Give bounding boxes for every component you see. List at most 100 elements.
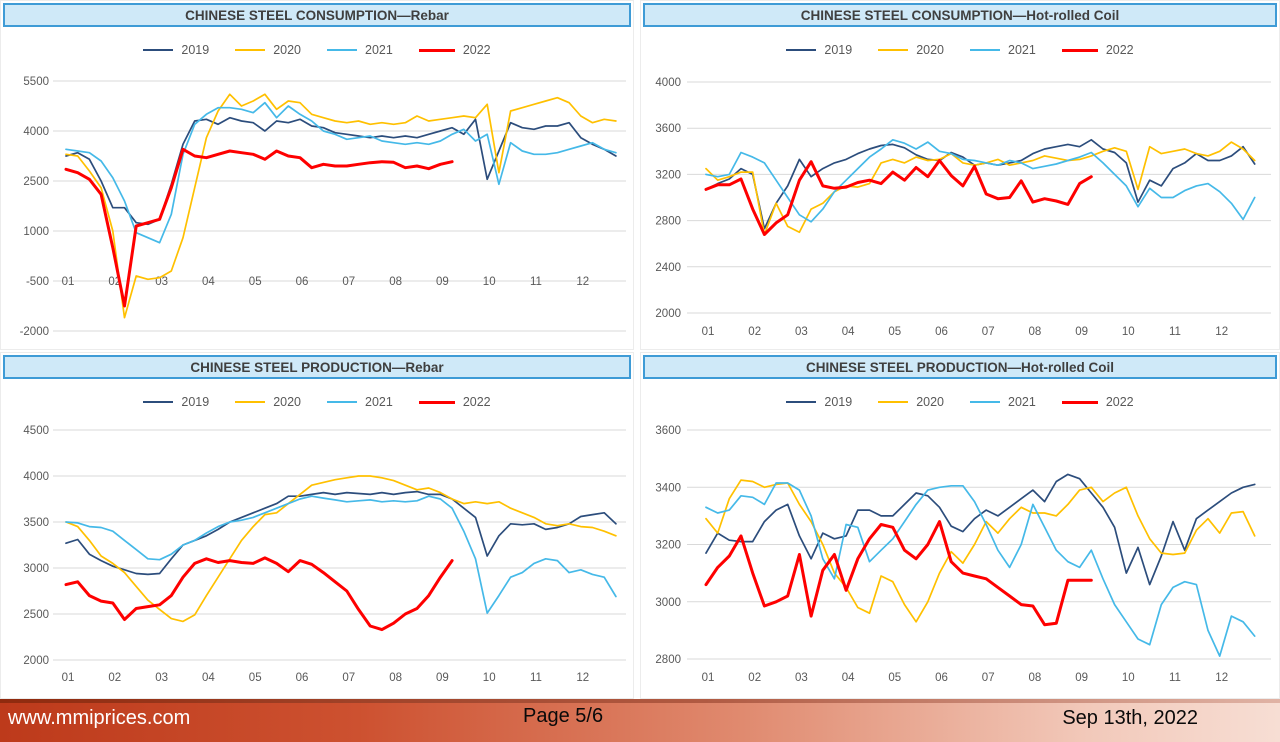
chart-legend: 2019 2020 2021 2022	[1, 393, 633, 411]
x-axis-tick-label: 10	[1122, 672, 1135, 684]
legend-label: 2020	[916, 395, 944, 409]
x-axis-tick-label: 07	[982, 672, 995, 684]
legend-label: 2020	[273, 395, 301, 409]
legend-item-2019: 2019	[143, 43, 209, 57]
footer-website-link[interactable]: www.mmiprices.com	[8, 707, 191, 729]
x-axis-tick-label: 07	[982, 326, 995, 338]
x-axis-tick-label: 09	[1075, 326, 1088, 338]
y-axis-tick-label: 3000	[655, 597, 681, 609]
x-axis-tick-label: 11	[1169, 326, 1181, 338]
legend-label: 2021	[1008, 395, 1036, 409]
legend-item-2022: 2022	[418, 395, 491, 409]
series-line-2022	[704, 520, 1093, 627]
legend-label: 2020	[273, 43, 301, 57]
x-axis-tick-label: 06	[296, 672, 309, 684]
legend-label: 2022	[1105, 43, 1134, 57]
y-axis-tick-label: 3000	[23, 563, 49, 575]
chart-title: CHINESE STEEL CONSUMPTION—Hot-rolled Coi…	[643, 3, 1277, 27]
legend-swatch	[878, 401, 909, 403]
x-axis-tick-label: 07	[342, 672, 355, 684]
series-line-2020	[705, 479, 1256, 623]
chart-panel-consumption-hrc: CHINESE STEEL CONSUMPTION—Hot-rolled Coi…	[640, 0, 1280, 350]
chart-panel-production-rebar: CHINESE STEEL PRODUCTION—Rebar 2019 2020 2…	[0, 352, 634, 699]
y-axis-tick-label: 2800	[655, 654, 681, 666]
x-axis-tick-label: 09	[1075, 672, 1088, 684]
legend-item-2019: 2019	[786, 395, 852, 409]
series-line-2022	[64, 556, 454, 632]
x-axis-tick-label: 12	[1215, 672, 1228, 684]
x-axis-tick-label: 04	[202, 276, 215, 288]
legend-swatch	[970, 401, 1000, 403]
legend-swatch	[327, 401, 357, 403]
series-line-2021	[705, 482, 1256, 657]
x-axis-tick-label: 04	[842, 672, 855, 684]
legend-item-2019: 2019	[143, 395, 209, 409]
legend-item-2021: 2021	[970, 43, 1036, 57]
footer-page-number: Page 5/6	[523, 705, 604, 727]
y-axis-tick-label: 5500	[23, 76, 49, 88]
legend-item-2020: 2020	[235, 43, 301, 57]
x-axis-tick-label: 04	[202, 672, 215, 684]
y-axis-tick-label: 2000	[655, 308, 681, 320]
x-axis-tick-label: 08	[1029, 326, 1042, 338]
x-axis-tick-label: 08	[389, 276, 402, 288]
legend-label: 2019	[824, 395, 853, 409]
chart-title: CHINESE STEEL PRODUCTION—Rebar	[3, 355, 631, 379]
y-axis-tick-label: -2000	[20, 326, 49, 338]
legend-label: 2019	[824, 43, 853, 57]
series-line-2019	[705, 473, 1256, 586]
legend-swatch	[418, 400, 455, 404]
legend-swatch	[143, 401, 174, 403]
y-axis-tick-label: 2500	[23, 176, 49, 188]
x-axis-tick-label: 12	[576, 672, 589, 684]
chart-title: CHINESE STEEL PRODUCTION—Hot-rolled Coil	[643, 355, 1277, 379]
legend-swatch	[786, 401, 817, 403]
x-axis-tick-label: 08	[1029, 672, 1042, 684]
x-axis-tick-label: 03	[795, 672, 808, 684]
x-axis-tick-label: 01	[62, 276, 75, 288]
legend-label: 2021	[365, 43, 393, 57]
x-axis-tick-label: 02	[108, 672, 121, 684]
x-axis-tick-label: 06	[935, 326, 948, 338]
chart-panel-consumption-rebar: CHINESE STEEL CONSUMPTION—Rebar 2019 2020…	[0, 0, 634, 350]
x-axis-tick-label: 07	[342, 276, 355, 288]
x-axis-tick-label: 03	[155, 672, 168, 684]
x-axis-tick-label: 06	[296, 276, 309, 288]
y-axis-tick-label: 4000	[23, 471, 49, 483]
legend-label: 2022	[462, 395, 491, 409]
series-line-2019	[65, 490, 617, 576]
x-axis-tick-label: 10	[483, 672, 496, 684]
legend-swatch	[1061, 400, 1098, 404]
y-axis-tick-label: 3200	[655, 169, 681, 181]
legend-item-2020: 2020	[878, 395, 944, 409]
x-axis-tick-label: 03	[155, 276, 168, 288]
legend-swatch	[143, 49, 174, 51]
legend-label: 2022	[462, 43, 491, 57]
legend-swatch	[327, 49, 357, 51]
legend-swatch	[1061, 48, 1098, 52]
y-axis-tick-label: 2000	[23, 655, 49, 667]
legend-label: 2020	[916, 43, 944, 57]
x-axis-tick-label: 02	[748, 326, 761, 338]
chart-plot-consumption-hrc: 4000 3600 3200 2800 2400 2000 01 02 03 04 05 06 07 08…	[655, 77, 1271, 338]
series-line-2022	[704, 159, 1093, 236]
series-line-2020	[65, 93, 617, 319]
x-axis-tick-label: 01	[702, 326, 715, 338]
y-axis-tick-label: 2400	[655, 262, 681, 274]
y-axis-tick-label: 4500	[23, 425, 49, 437]
legend-item-2021: 2021	[327, 395, 393, 409]
x-axis-tick-label: 08	[389, 672, 402, 684]
chart-legend: 2019 2020 2021 2022	[641, 393, 1279, 411]
series-line-2022	[64, 147, 454, 308]
y-axis-tick-label: 3400	[655, 482, 681, 494]
y-axis-tick-label: 1000	[23, 226, 49, 238]
legend-swatch	[235, 401, 266, 403]
y-axis-tick-label: 2800	[655, 216, 681, 228]
x-axis-tick-label: 09	[436, 276, 449, 288]
y-axis-tick-label: 3600	[655, 123, 681, 135]
legend-swatch	[786, 49, 817, 51]
legend-label: 2019	[181, 395, 210, 409]
y-axis-tick-label: 4000	[655, 77, 681, 89]
x-axis-tick-label: 04	[842, 326, 855, 338]
